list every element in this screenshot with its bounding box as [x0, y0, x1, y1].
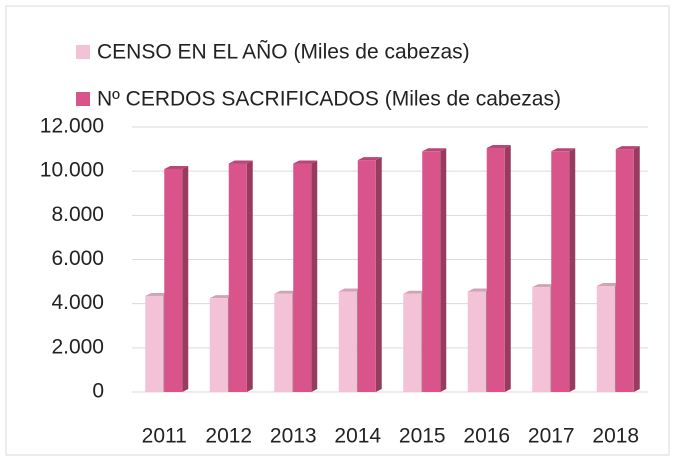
bar	[209, 298, 228, 392]
y-tick-label: 4.000	[51, 291, 104, 314]
x-tick-label: 2013	[270, 425, 317, 448]
bar-top	[467, 288, 492, 292]
bar	[357, 160, 376, 392]
bar-top	[338, 288, 363, 292]
x-tick-label: 2015	[399, 425, 446, 448]
legend-swatch	[76, 92, 90, 106]
bar	[338, 291, 357, 392]
bar-top	[164, 165, 189, 169]
y-tick-label: 6.000	[51, 247, 104, 270]
bar	[164, 168, 183, 392]
bar-top	[274, 290, 299, 294]
bar	[596, 286, 615, 392]
bar-side	[440, 148, 447, 392]
bar	[615, 149, 634, 392]
x-tick-label: 2016	[463, 425, 510, 448]
y-tick-label: 12.000	[40, 115, 104, 138]
bar	[403, 293, 422, 392]
bar-top	[403, 290, 428, 294]
bar	[422, 151, 441, 392]
bar-side	[633, 146, 640, 392]
y-tick-label: 0	[92, 380, 104, 403]
bar-top	[228, 160, 253, 164]
bar-top	[615, 146, 640, 150]
y-tick-label: 8.000	[51, 203, 104, 226]
bar	[228, 163, 247, 392]
legend-swatch	[76, 45, 90, 59]
bar-top	[532, 284, 557, 288]
bar-top	[551, 148, 576, 152]
bar	[551, 151, 570, 392]
bar-side	[182, 165, 189, 392]
bar-top	[145, 292, 170, 296]
bar-top	[293, 160, 318, 164]
bar	[274, 293, 293, 392]
x-tick-label: 2012	[205, 425, 252, 448]
bar	[486, 147, 505, 392]
bar-top	[209, 295, 234, 299]
bar	[467, 291, 486, 392]
bar-top	[486, 144, 511, 148]
x-tick-label: 2014	[334, 425, 381, 448]
y-tick-label: 10.000	[40, 159, 104, 182]
x-tick-label: 2018	[592, 425, 639, 448]
bar-side	[246, 160, 253, 392]
bar	[293, 163, 312, 392]
bar-top	[596, 283, 621, 286]
x-tick-label: 2011	[142, 425, 187, 448]
bar-side	[375, 157, 382, 392]
x-tick-label: 2017	[528, 425, 575, 448]
legend-label: Nº CERDOS SACRIFICADOS (Miles de cabezas…	[97, 88, 561, 111]
legend-label: CENSO EN EL AÑO (Miles de cabezas)	[97, 40, 470, 64]
y-tick-label: 2.000	[51, 335, 104, 358]
bar-side	[569, 148, 576, 392]
bar-side	[504, 144, 511, 392]
bar-top	[357, 157, 382, 161]
bar-side	[311, 160, 318, 392]
bar-top	[422, 148, 447, 152]
bar	[145, 295, 164, 392]
bar	[532, 287, 551, 392]
